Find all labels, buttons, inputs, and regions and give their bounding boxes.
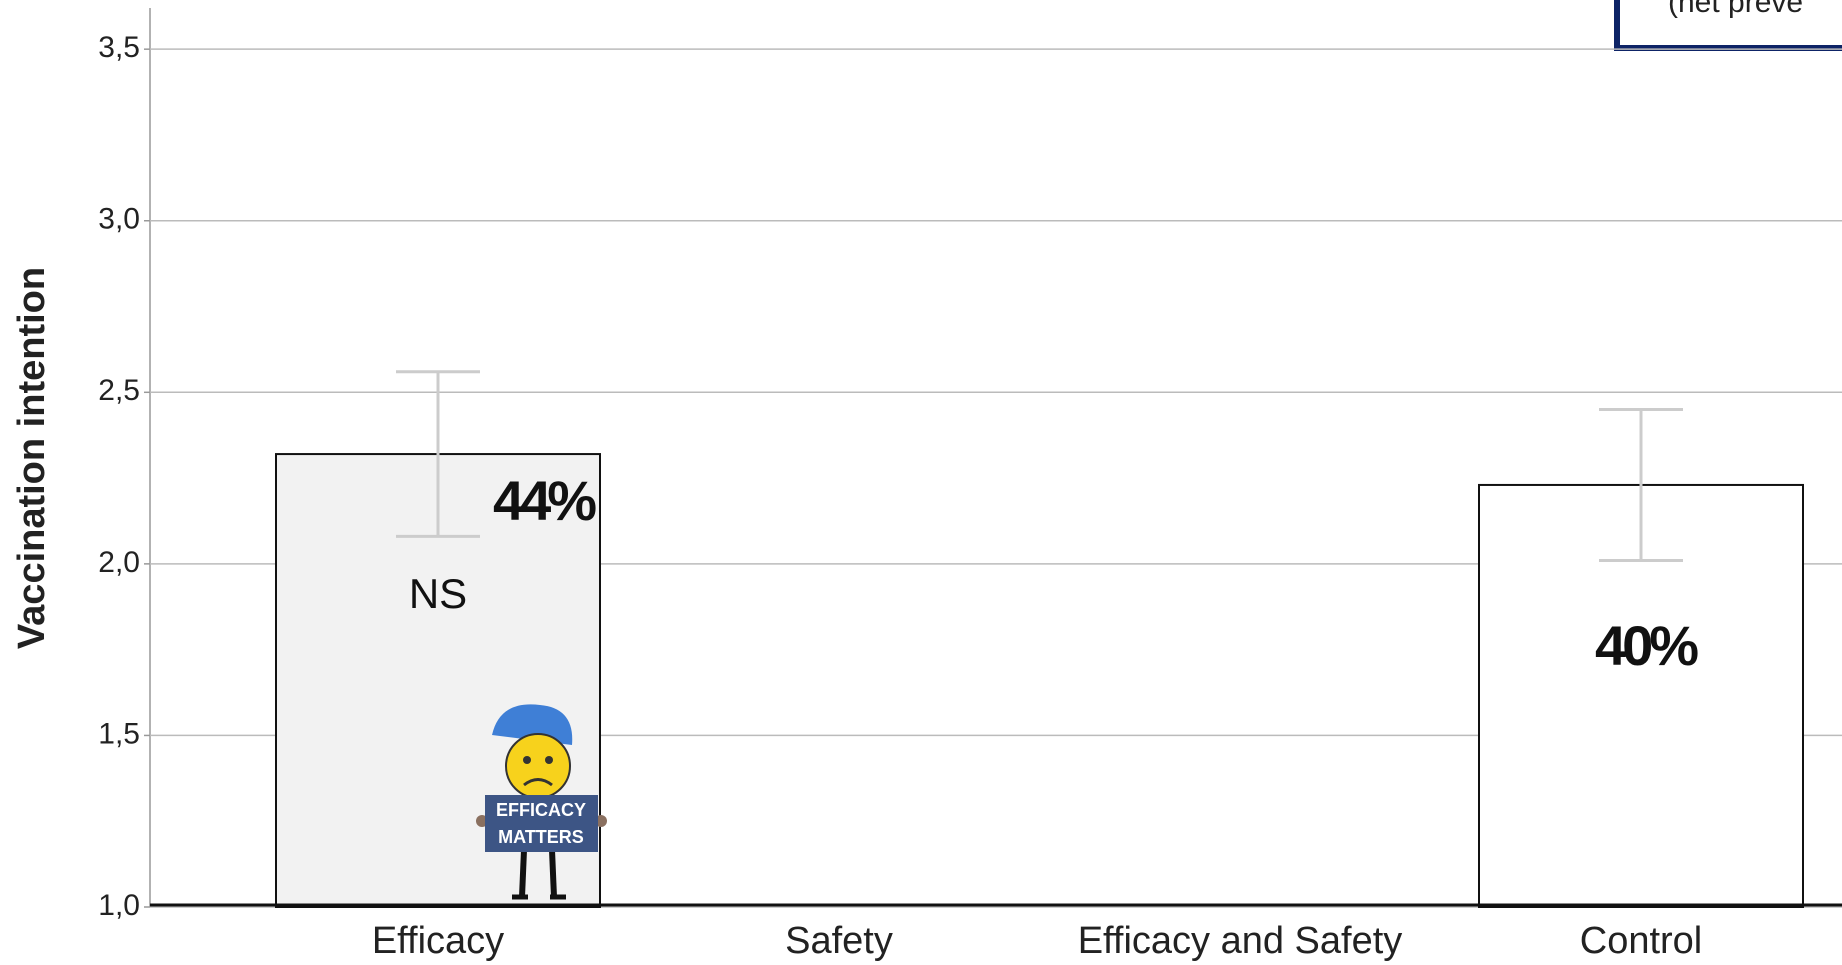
percent-label: 44%	[493, 469, 596, 532]
y-tick-label: 2,0	[98, 546, 140, 579]
x-tick-label: Control	[1580, 920, 1703, 962]
y-tick-label: 1,0	[98, 889, 140, 922]
y-tick-label: 2,5	[98, 374, 140, 407]
y-axis-label: Vaccination intention	[11, 267, 53, 649]
mascot: EFFICACY MATTERS	[476, 704, 607, 900]
annotation-box	[1614, 0, 1842, 51]
sign-text: MATTERS	[498, 827, 584, 847]
x-tick-label: Efficacy	[372, 920, 504, 962]
y-tick-label: 3,0	[98, 203, 140, 236]
annotation-box-text: (net preve	[1668, 0, 1803, 19]
sign	[485, 795, 598, 852]
y-tick-label: 1,5	[98, 717, 140, 750]
x-tick-label: Safety	[785, 920, 893, 962]
x-tick-label: Efficacy and Safety	[1078, 920, 1403, 962]
sign-text: EFFICACY	[496, 800, 586, 820]
y-tick-label: 3,5	[98, 31, 140, 64]
significance-label: NS	[409, 570, 467, 617]
percent-label: 40%	[1595, 614, 1698, 677]
